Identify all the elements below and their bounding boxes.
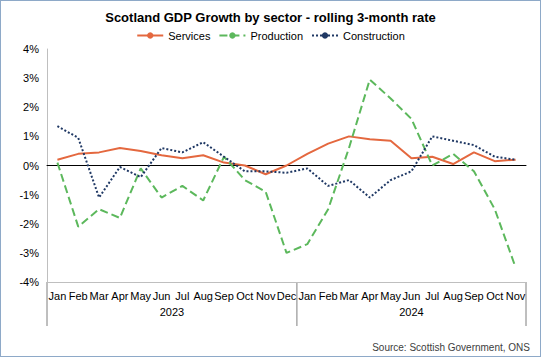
svg-text:Nov: Nov [506, 290, 526, 302]
svg-text:Aug: Aug [443, 290, 463, 302]
svg-text:Jul: Jul [425, 290, 439, 302]
svg-text:Sep: Sep [464, 290, 484, 302]
svg-text:May: May [130, 290, 151, 302]
svg-text:4%: 4% [23, 43, 39, 55]
svg-text:Jan: Jan [298, 290, 316, 302]
svg-text:Mar: Mar [90, 290, 109, 302]
svg-text:Apr: Apr [361, 290, 378, 302]
svg-text:Sep: Sep [214, 290, 234, 302]
svg-text:0%: 0% [23, 160, 39, 172]
svg-text:May: May [380, 290, 401, 302]
svg-text:2%: 2% [23, 101, 39, 113]
svg-text:Services: Services [168, 30, 211, 42]
svg-text:Oct: Oct [236, 290, 253, 302]
svg-text:Feb: Feb [319, 290, 338, 302]
svg-text:-4%: -4% [19, 276, 39, 288]
svg-text:Aug: Aug [193, 290, 213, 302]
svg-text:Scotland GDP Growth by sector: Scotland GDP Growth by sector - rolling … [105, 10, 436, 25]
svg-text:Apr: Apr [111, 290, 128, 302]
svg-text:Construction: Construction [343, 30, 405, 42]
svg-text:Jul: Jul [175, 290, 189, 302]
svg-text:Production: Production [250, 30, 303, 42]
svg-text:Source: Scottish Government, O: Source: Scottish Government, ONS [372, 342, 530, 353]
svg-text:-1%: -1% [19, 189, 39, 201]
svg-text:-2%: -2% [19, 218, 39, 230]
svg-text:Nov: Nov [256, 290, 276, 302]
svg-text:-3%: -3% [19, 247, 39, 259]
svg-text:1%: 1% [23, 130, 39, 142]
svg-text:Mar: Mar [340, 290, 359, 302]
svg-text:Oct: Oct [486, 290, 503, 302]
svg-text:Feb: Feb [69, 290, 88, 302]
svg-text:2024: 2024 [399, 306, 423, 318]
svg-text:Jun: Jun [153, 290, 171, 302]
svg-text:Dec: Dec [277, 290, 297, 302]
svg-text:2023: 2023 [160, 306, 184, 318]
svg-text:3%: 3% [23, 72, 39, 84]
svg-text:Jun: Jun [403, 290, 421, 302]
svg-text:Jan: Jan [49, 290, 67, 302]
